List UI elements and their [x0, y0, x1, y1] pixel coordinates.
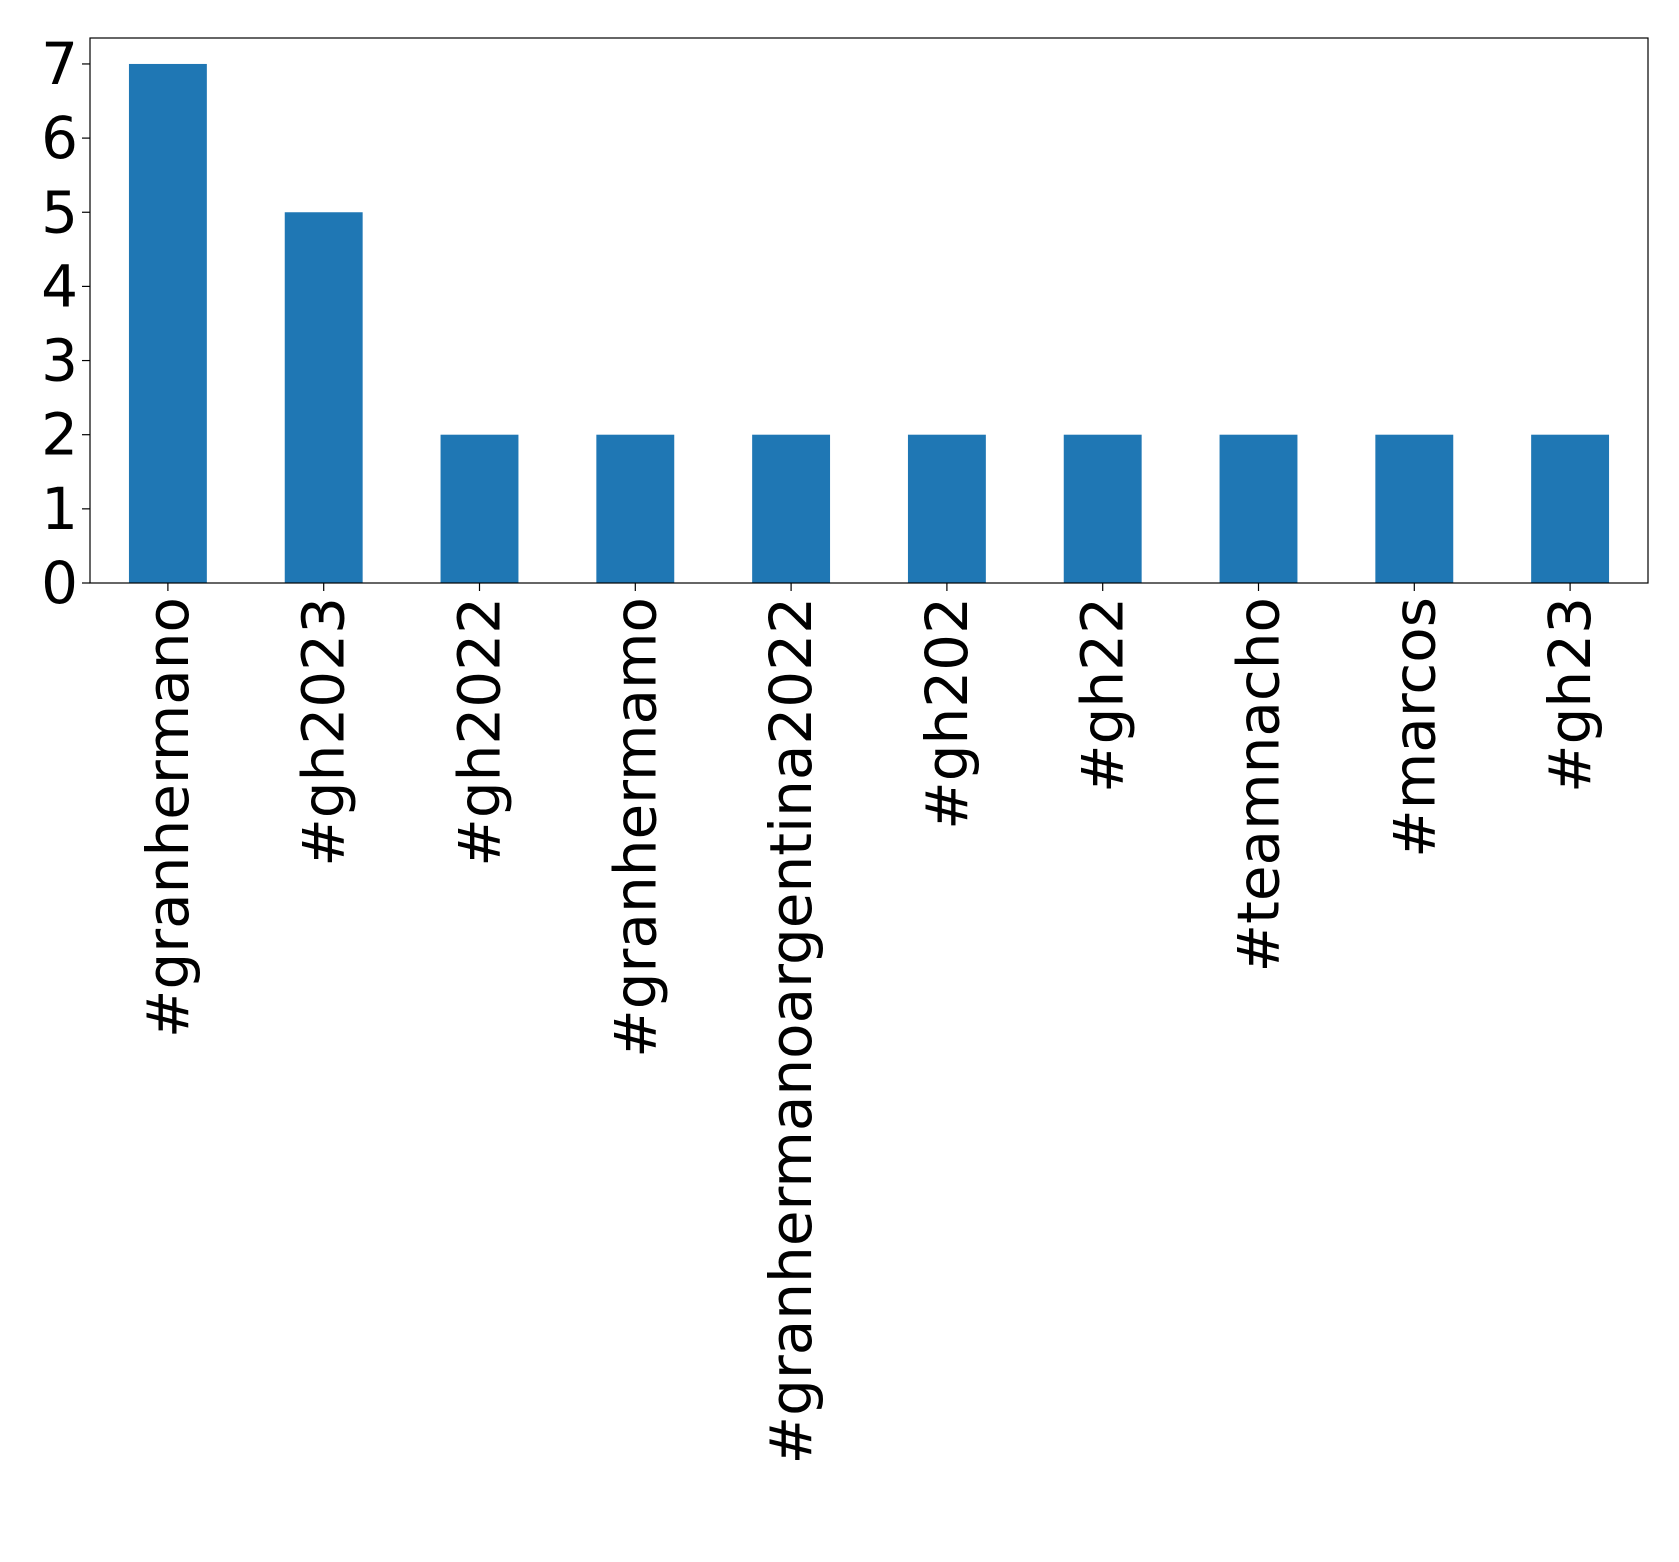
- x-tick-label: #granhermano: [134, 597, 202, 1038]
- y-tick-label: 6: [41, 104, 78, 172]
- plot-frame: [89, 37, 1649, 584]
- x-tick-label: #gh23: [1536, 597, 1604, 793]
- x-tick-label: #gh202: [913, 597, 981, 830]
- bar-gh202: [907, 434, 986, 583]
- y-tick-label: 4: [41, 252, 78, 320]
- x-tick-label: #granhermanoargentina2022: [757, 597, 825, 1465]
- x-tick-label: #gh22: [1069, 597, 1137, 793]
- x-tick-label: #teamnacho: [1225, 597, 1293, 973]
- y-tick-label: 1: [41, 475, 78, 543]
- bars-layer: [128, 63, 1610, 583]
- bar-granhermamo: [596, 434, 675, 583]
- bar-marcos: [1375, 434, 1454, 583]
- x-tick-label: #granhermamo: [601, 597, 669, 1058]
- bar-granhermanoargentina2022: [752, 434, 831, 583]
- y-tick-label: 3: [41, 327, 78, 395]
- bar-granhermano: [128, 63, 207, 583]
- x-tick-label: #marcos: [1380, 597, 1448, 858]
- y-tick-label: 7: [41, 30, 78, 98]
- x-axis: #granhermano #gh2023 #gh2022 #granhermamo #g…: [134, 583, 1604, 1465]
- bar-gh22: [1063, 434, 1142, 583]
- bar-gh23: [1531, 434, 1610, 583]
- x-tick-label: #gh2022: [446, 597, 514, 867]
- bar-teamnacho: [1219, 434, 1298, 583]
- y-tick-label: 2: [41, 401, 78, 469]
- x-tick-label: #gh2023: [290, 597, 358, 867]
- y-tick-label: 0: [41, 549, 78, 617]
- bar-gh2022: [440, 434, 519, 583]
- y-tick-label: 5: [41, 178, 78, 246]
- bar-gh2023: [284, 212, 363, 583]
